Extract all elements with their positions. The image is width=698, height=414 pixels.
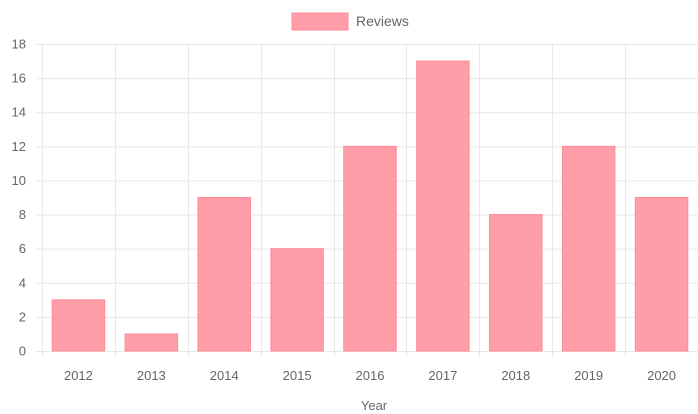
y-tick-label: 2 <box>19 309 26 324</box>
bar-2016[interactable] <box>343 145 397 352</box>
x-tick-label: 2017 <box>428 368 457 383</box>
bar-2019[interactable] <box>561 145 616 352</box>
bars <box>51 60 689 352</box>
x-tick-label: 2019 <box>574 368 603 383</box>
x-tick-label: 2018 <box>501 368 530 383</box>
legend[interactable]: Reviews <box>291 12 409 31</box>
x-tick-label: 2016 <box>356 368 385 383</box>
y-tick-label: 16 <box>12 71 26 86</box>
y-tick-label: 14 <box>12 105 26 120</box>
x-tick-label: 2013 <box>137 368 166 383</box>
y-tick-label: 0 <box>19 344 26 359</box>
bar-2018[interactable] <box>489 214 543 352</box>
bar-2017[interactable] <box>416 60 470 352</box>
x-axis-ticks: 2012 2013 2014 2015 2016 2017 2018 2019 2020 <box>64 368 676 383</box>
y-tick-label: 18 <box>12 37 26 52</box>
y-tick-label: 8 <box>19 207 26 222</box>
bar-2020[interactable] <box>634 197 689 352</box>
x-tick-label: 2012 <box>64 368 93 383</box>
bar-2013[interactable] <box>124 333 179 352</box>
x-axis-title: Year <box>361 398 388 413</box>
x-tick-label: 2020 <box>647 368 676 383</box>
y-tick-label: 4 <box>19 275 26 290</box>
y-axis-ticks: 0 2 4 6 8 10 12 14 16 18 <box>12 37 26 359</box>
y-tick-label: 10 <box>12 173 26 188</box>
x-tick-label: 2014 <box>210 368 239 383</box>
y-tick-label: 12 <box>12 139 26 154</box>
legend-swatch-reviews <box>291 12 349 31</box>
bar-2015[interactable] <box>270 248 324 352</box>
legend-label-reviews: Reviews <box>356 13 409 29</box>
x-tick-label: 2015 <box>283 368 312 383</box>
bar-2012[interactable] <box>51 299 106 352</box>
y-tick-label: 6 <box>19 241 26 256</box>
bar-2014[interactable] <box>197 197 251 352</box>
